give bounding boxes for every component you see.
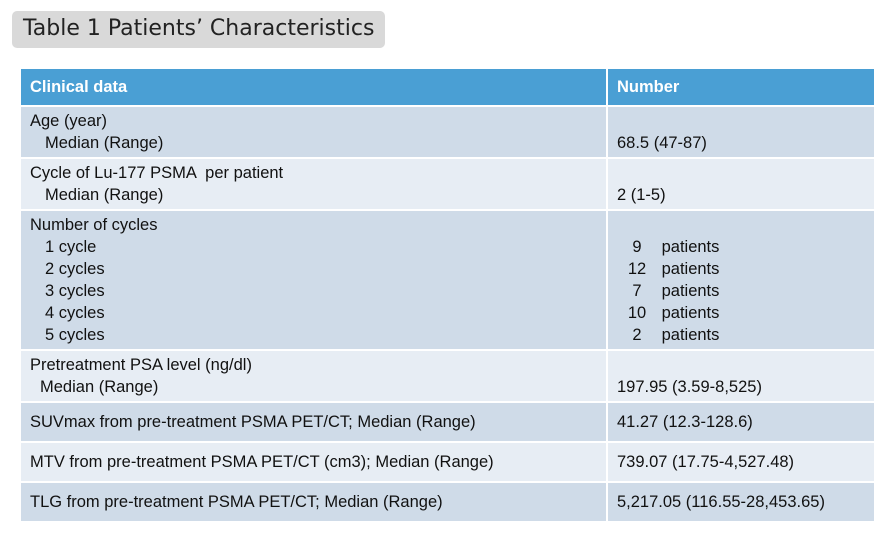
suv-value: 41.27 (12.3-128.6) xyxy=(606,401,876,443)
cycle-item-label: 5 cycles xyxy=(45,326,105,344)
patient-unit: patients xyxy=(661,260,720,278)
cycle-item-label: 1 cycle xyxy=(45,238,97,256)
row-value-cell: 68.5 (47-87) xyxy=(606,105,876,159)
psa-label: Pretreatment PSA level (ng/dl) xyxy=(30,356,252,374)
patient-count: 12 xyxy=(627,260,647,278)
table-row-mtv: MTV from pre-treatment PSMA PET/CT (cm3)… xyxy=(19,441,876,483)
table-row-psa: Pretreatment PSA level (ng/dl) Median (R… xyxy=(19,349,876,403)
psa-value: 197.95 (3.59-8,525) xyxy=(617,378,762,396)
patient-count: 9 xyxy=(632,238,642,256)
header-number: Number xyxy=(606,67,876,107)
row-value-cell: 2 (1-5) xyxy=(606,157,876,211)
table-row-number-of-cycles: Number of cycles 1 cycle 2 cycles 3 cycl… xyxy=(19,209,876,351)
row-label-cell: Age (year) Median (Range) xyxy=(19,105,608,159)
patient-unit: patients xyxy=(661,238,720,256)
cycle-item-value: 12 patients xyxy=(617,258,865,280)
cycle-item-label: 4 cycles xyxy=(45,304,105,322)
tlg-value: 5,217.05 (116.55-28,453.65) xyxy=(606,481,876,523)
table-title: Table 1 Patients’ Characteristics xyxy=(12,11,386,48)
row-value-cell: 197.95 (3.59-8,525) xyxy=(606,349,876,403)
table-row-suvmax: SUVmax from pre-treatment PSMA PET/CT; M… xyxy=(19,401,876,443)
psa-sub-label: Median (Range) xyxy=(40,378,159,396)
cycle-label: Cycle of Lu-177 PSMA per patient xyxy=(30,164,284,182)
cycle-item-value: 9 patients xyxy=(617,236,865,258)
patient-count: 10 xyxy=(627,304,647,322)
table-row-age: Age (year) Median (Range) 68.5 (47-87) xyxy=(19,105,876,159)
cycle-value: 2 (1-5) xyxy=(617,186,666,204)
patient-unit: patients xyxy=(661,326,720,344)
table-row-cycle: Cycle of Lu-177 PSMA per patient Median … xyxy=(19,157,876,211)
table-row-tlg: TLG from pre-treatment PSMA PET/CT; Medi… xyxy=(19,481,876,523)
row-label-cell: Cycle of Lu-177 PSMA per patient Median … xyxy=(19,157,608,211)
row-label-cell: Number of cycles 1 cycle 2 cycles 3 cycl… xyxy=(19,209,608,351)
suv-label: SUVmax from pre-treatment PSMA PET/CT; M… xyxy=(19,401,608,443)
patients-characteristics-table: Clinical data Number Age (year) Median (… xyxy=(19,67,876,523)
cycle-item-label: 2 cycles xyxy=(45,260,105,278)
patient-count: 7 xyxy=(632,282,642,300)
header-clinical-data: Clinical data xyxy=(19,67,608,107)
cycle-item-value: 10 patients xyxy=(617,302,865,324)
patient-unit: patients xyxy=(661,282,720,300)
cycle-sub-label: Median (Range) xyxy=(45,186,164,204)
mtv-value: 739.07 (17.75-4,527.48) xyxy=(606,441,876,483)
table-header-row: Clinical data Number xyxy=(19,67,876,107)
row-value-cell: 9 patients 12 patients 7 patients 10 pat… xyxy=(606,209,876,351)
tlg-label: TLG from pre-treatment PSMA PET/CT; Medi… xyxy=(19,481,608,523)
cycle-item-label: 3 cycles xyxy=(45,282,105,300)
age-sub-label: Median (Range) xyxy=(45,134,164,152)
patient-count: 2 xyxy=(632,326,642,344)
age-label: Age (year) xyxy=(30,112,108,130)
patient-unit: patients xyxy=(661,304,720,322)
num-cycles-label: Number of cycles xyxy=(30,216,158,234)
row-label-cell: Pretreatment PSA level (ng/dl) Median (R… xyxy=(19,349,608,403)
mtv-label: MTV from pre-treatment PSMA PET/CT (cm3)… xyxy=(19,441,608,483)
cycle-item-value: 2 patients xyxy=(617,324,865,346)
age-value: 68.5 (47-87) xyxy=(617,134,707,152)
cycle-item-value: 7 patients xyxy=(617,280,865,302)
